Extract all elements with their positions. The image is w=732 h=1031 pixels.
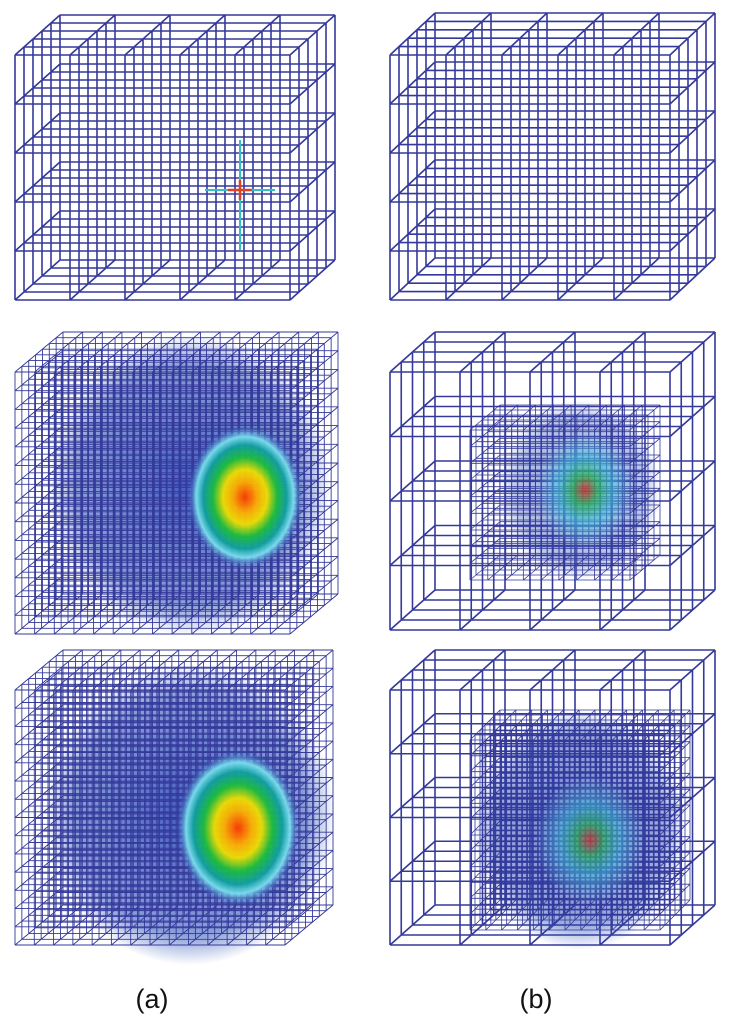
wireframe-cube xyxy=(469,709,691,931)
field-blob xyxy=(187,425,303,569)
hot-core xyxy=(228,180,252,200)
panel-label: (b) xyxy=(520,984,553,1014)
mesh-lines xyxy=(14,14,336,301)
field-blob xyxy=(535,775,645,905)
mesh-lines xyxy=(469,709,691,931)
cube-renderings xyxy=(14,12,716,965)
mesh-lines xyxy=(389,12,716,301)
wireframe-cube xyxy=(14,14,336,301)
field-blob xyxy=(535,430,635,550)
wireframe-cube xyxy=(389,12,716,301)
panel-label: (a) xyxy=(136,984,169,1014)
field-blob xyxy=(176,750,300,906)
